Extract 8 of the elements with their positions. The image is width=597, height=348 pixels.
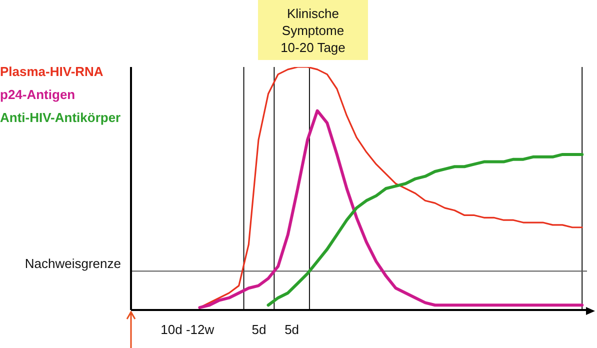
ref-line-label: Nachweisgrenze — [24, 256, 121, 272]
note-box: Klinische Symptome 10-20 Tage — [258, 0, 368, 60]
text: p24-Antigen — [0, 86, 76, 104]
text: Plasma-HIV-RNA — [0, 63, 104, 81]
text: 5d — [252, 322, 266, 337]
text: Anti-HIV-Antikörper — [0, 109, 121, 127]
text: 5d — [284, 322, 300, 337]
text: 10d -12w — [160, 322, 215, 337]
